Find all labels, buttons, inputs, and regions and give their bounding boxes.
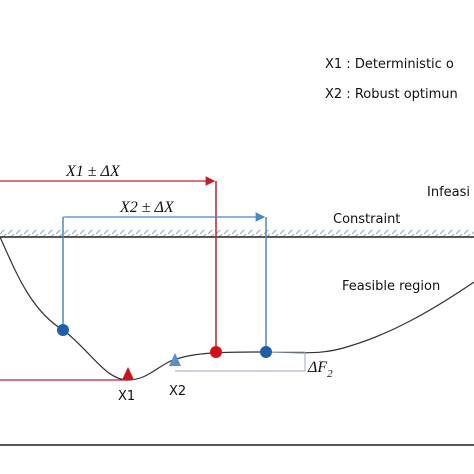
x1-label: X1	[118, 389, 135, 404]
objective-curve	[0, 236, 474, 381]
blue-point	[57, 324, 69, 336]
x1-range-label: X1 ± ΔX	[65, 163, 121, 180]
blue-point	[260, 346, 272, 358]
legend-x1: X1 : Deterministic o	[325, 57, 454, 72]
x1-marker	[122, 367, 134, 380]
x2-marker	[169, 353, 181, 366]
delta-f: ΔF	[307, 359, 327, 376]
x2-range-label: X2 ± ΔX	[119, 199, 175, 216]
feasible-label: Feasible region	[342, 279, 440, 294]
infeasible-label: Infeasi	[427, 185, 470, 200]
x2-label: X2	[169, 384, 186, 399]
red-point	[210, 346, 222, 358]
delta-f-label: ΔF2	[307, 359, 333, 380]
legend-x2: X2 : Robust optimun	[325, 87, 458, 102]
delta-f-sub: 2	[327, 368, 333, 380]
constraint-label: Constraint	[333, 212, 400, 227]
hatch	[0, 230, 474, 237]
